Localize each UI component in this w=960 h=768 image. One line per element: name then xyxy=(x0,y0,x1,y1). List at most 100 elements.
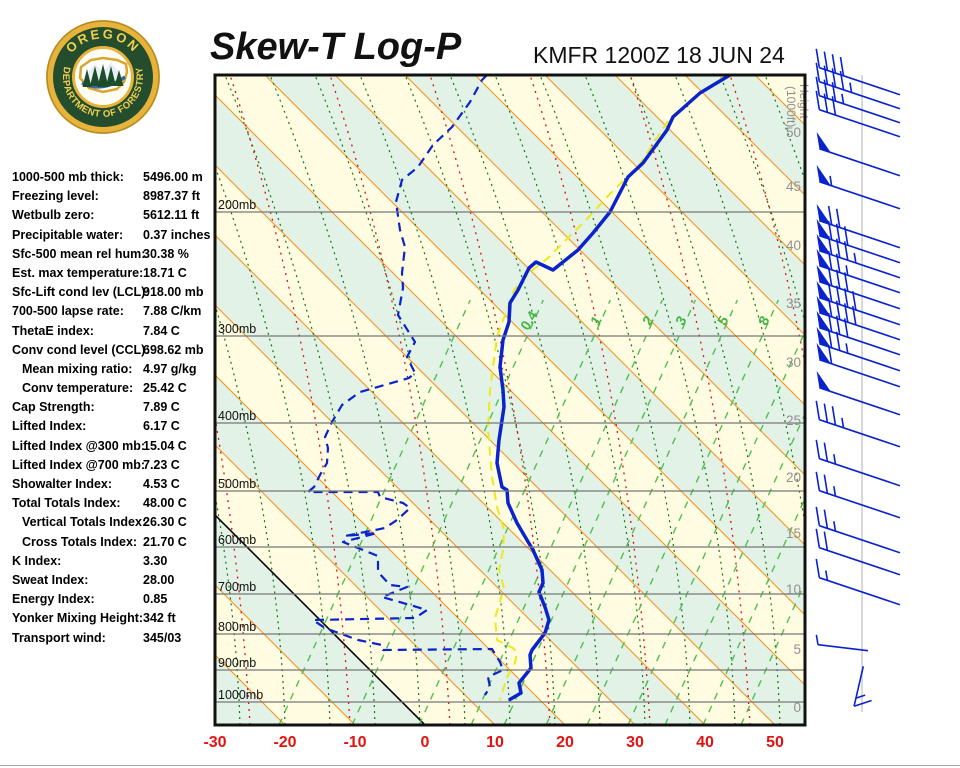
zero-isotherm-line xyxy=(215,513,426,725)
full-barb xyxy=(835,223,841,243)
full-barb xyxy=(839,56,845,76)
dry-adiabat xyxy=(229,75,351,725)
moist-adiabat xyxy=(494,75,646,725)
index-label: Total Totals Index: xyxy=(12,496,121,511)
index-row: 700-500 lapse rate: 7.88 C/km xyxy=(12,302,217,321)
index-value: 698.62 mb xyxy=(143,342,204,357)
index-label: Lifted Index: xyxy=(12,419,87,434)
index-label: 700-500 lapse rate: xyxy=(12,304,124,319)
station-id-datetime: KMFR 1200Z 18 JUN 24 xyxy=(533,42,785,68)
index-label: Energy Index: xyxy=(12,592,95,607)
height-label: 30 xyxy=(786,355,801,370)
wind-barb xyxy=(816,131,901,177)
isotherm-band xyxy=(215,75,805,685)
index-label: Precipitable water: xyxy=(12,227,124,242)
wind-barb xyxy=(815,90,901,138)
pennant-flag xyxy=(816,295,831,317)
index-value: 7.89 C xyxy=(143,400,180,415)
full-barb xyxy=(823,474,829,494)
full-barb xyxy=(843,288,849,308)
dry-adiabat xyxy=(329,75,451,725)
full-barb xyxy=(815,400,821,420)
index-value: 25.42 C xyxy=(143,381,187,396)
wind-barb xyxy=(816,280,901,326)
half-barb xyxy=(849,82,853,93)
full-barb xyxy=(823,65,829,85)
index-row: Precipitable water: 0.37 inches xyxy=(12,226,217,245)
full-barb xyxy=(827,328,833,348)
full-barb xyxy=(835,300,841,320)
moist-adiabat xyxy=(629,75,781,725)
full-barb xyxy=(827,205,833,225)
pennant-flag xyxy=(816,264,831,286)
full-barb xyxy=(815,62,821,82)
index-label: Yonker Mixing Height: xyxy=(12,611,144,626)
isotherm-line xyxy=(215,304,636,725)
moist-adiabat xyxy=(584,75,736,725)
isotherm-line xyxy=(404,75,805,476)
isotherm-line xyxy=(215,374,566,725)
full-barb xyxy=(852,305,857,326)
index-row: Cross Totals Index: 21.70 C xyxy=(12,533,217,552)
index-value: 21.70 C xyxy=(143,534,187,549)
wind-barb xyxy=(815,400,901,448)
dry-adiabat xyxy=(930,75,960,725)
full-barb xyxy=(827,312,833,332)
index-label: Transport wind: xyxy=(12,630,106,645)
index-row: Showalter Index: 4.53 C xyxy=(12,475,217,494)
isotherm-line xyxy=(215,234,706,725)
temp-axis-label: 10 xyxy=(486,734,504,751)
wind-barb xyxy=(815,76,901,124)
wind-barb xyxy=(816,164,901,210)
index-row: Conv cond level (CCL): 698.62 mb xyxy=(12,341,217,360)
index-label: ThetaE index: xyxy=(12,323,94,338)
index-label: Lifted Index @300 mb: xyxy=(12,438,146,453)
half-barb xyxy=(825,570,829,581)
full-barb xyxy=(823,79,829,99)
index-value: 342 ft xyxy=(143,611,176,626)
moist-adiabat xyxy=(449,75,601,725)
index-label: Sfc-Lift cond lev (LCL): xyxy=(12,285,150,300)
isotherm-band xyxy=(0,75,75,725)
dewpoint-trace xyxy=(306,75,505,696)
pressure-label: 400mb xyxy=(218,409,256,423)
full-barb xyxy=(831,54,837,74)
wind-barb xyxy=(816,326,901,372)
index-row: Transport wind: 345/03 xyxy=(12,629,217,648)
tree-icons xyxy=(82,64,124,87)
index-label: Sfc-500 mean rel hum: xyxy=(12,246,146,261)
index-label: Est. max temperature: xyxy=(12,265,144,280)
full-barb xyxy=(823,531,829,551)
half-barb xyxy=(845,343,849,354)
wind-barb xyxy=(816,248,901,294)
full-barb xyxy=(815,439,821,459)
full-barb xyxy=(835,238,841,258)
index-value: 30.38 % xyxy=(143,246,189,261)
full-barb xyxy=(827,235,833,255)
isotherm-line xyxy=(215,164,776,725)
index-row: Lifted Index @300 mb: 15.04 C xyxy=(12,437,217,456)
pennant-flag xyxy=(816,310,831,332)
isotherm-line xyxy=(215,584,356,725)
height-label: 35 xyxy=(786,296,801,311)
isotherm-line xyxy=(0,75,5,725)
pennant-flag xyxy=(816,131,831,153)
full-barb xyxy=(827,282,833,302)
wind-barb xyxy=(816,233,901,279)
index-label: Vertical Totals Index: xyxy=(22,515,147,530)
isotherm-line xyxy=(614,75,805,266)
pennant-flag xyxy=(816,164,831,186)
temp-axis-label: 50 xyxy=(766,734,784,751)
index-label: Cap Strength: xyxy=(12,400,95,415)
isotherm-band xyxy=(0,75,215,725)
temperature-trace xyxy=(495,75,731,702)
wind-barb xyxy=(853,666,872,707)
full-barb xyxy=(852,290,857,311)
full-barb xyxy=(815,76,821,96)
pressure-label: 900mb xyxy=(218,656,256,670)
wind-barb xyxy=(815,48,901,96)
isotherm-line xyxy=(544,75,805,336)
index-row: Mean mixing ratio: 4.97 g/kg xyxy=(12,360,217,379)
index-value: 4.97 g/kg xyxy=(143,361,197,376)
full-barb xyxy=(823,403,829,423)
